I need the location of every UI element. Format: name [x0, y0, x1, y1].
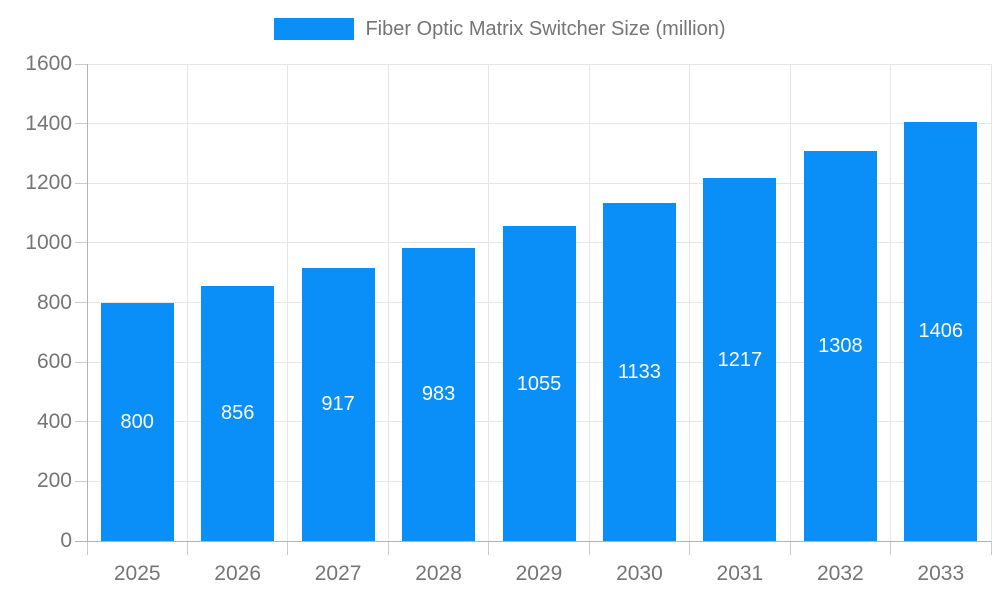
- gridline-horizontal: [87, 123, 991, 125]
- gridline-vertical: [890, 64, 892, 541]
- bar[interactable]: [803, 151, 877, 541]
- gridline-vertical: [287, 64, 289, 541]
- bar[interactable]: [402, 247, 476, 541]
- y-tick-label: 200: [36, 469, 72, 493]
- gridline-vertical: [387, 64, 389, 541]
- bar[interactable]: [703, 178, 777, 541]
- gridline-horizontal: [87, 182, 991, 184]
- x-axis-tick: [287, 541, 289, 555]
- y-axis-tick: [75, 480, 87, 482]
- x-tick-label: 2028: [415, 562, 462, 585]
- x-axis-tick: [387, 541, 389, 555]
- x-tick-label: 2029: [515, 562, 563, 585]
- gridline-vertical: [186, 64, 188, 541]
- y-tick-label: 1200: [25, 171, 72, 195]
- legend-label: Fiber Optic Matrix Switcher Size (millio…: [365, 18, 726, 40]
- x-tick-label: 2033: [917, 562, 965, 585]
- gridline-vertical: [990, 64, 992, 541]
- y-axis-tick: [75, 182, 87, 184]
- x-axis-tick: [186, 541, 188, 555]
- x-axis-tick: [588, 541, 590, 555]
- bar[interactable]: [201, 285, 275, 541]
- y-axis-tick: [75, 302, 87, 303]
- bar[interactable]: [904, 121, 978, 541]
- y-axis-line: [86, 64, 88, 542]
- legend-swatch: [274, 18, 355, 40]
- x-axis-tick: [86, 541, 88, 555]
- x-axis-tick: [789, 541, 791, 555]
- y-axis-tick: [75, 421, 87, 423]
- y-tick-label: 800: [36, 290, 72, 314]
- y-axis-tick: [75, 242, 87, 244]
- x-tick-label: 2027: [314, 562, 362, 585]
- y-tick-label: 400: [36, 409, 72, 433]
- bar[interactable]: [301, 267, 375, 541]
- y-tick-label: 1000: [25, 230, 72, 254]
- gridline-vertical: [488, 64, 490, 541]
- y-tick-label: 1400: [25, 111, 72, 135]
- gridline-vertical: [689, 64, 691, 541]
- y-tick-label: 0: [60, 529, 72, 552]
- x-tick-label: 2025: [113, 562, 161, 585]
- y-axis-tick: [75, 63, 87, 65]
- x-axis-line: [75, 540, 991, 542]
- x-axis-tick: [990, 541, 992, 555]
- bar[interactable]: [100, 302, 174, 541]
- x-tick-label: 2032: [816, 562, 864, 585]
- gridline-vertical: [588, 64, 590, 541]
- y-axis-tick: [75, 123, 87, 125]
- y-tick-label: 1600: [25, 52, 72, 75]
- gridline-vertical: [789, 64, 791, 541]
- gridline-horizontal: [87, 63, 991, 65]
- bar[interactable]: [602, 203, 676, 541]
- x-axis-tick: [488, 541, 490, 555]
- bar[interactable]: [502, 226, 576, 541]
- y-axis-tick: [75, 361, 87, 363]
- x-axis-tick: [890, 541, 892, 555]
- y-tick-label: 600: [36, 350, 72, 374]
- x-tick-label: 2030: [616, 562, 663, 585]
- x-axis-tick: [689, 541, 691, 555]
- legend[interactable]: Fiber Optic Matrix Switcher Size (millio…: [0, 16, 1000, 42]
- x-tick-label: 2026: [214, 562, 262, 585]
- x-tick-label: 2031: [716, 562, 764, 585]
